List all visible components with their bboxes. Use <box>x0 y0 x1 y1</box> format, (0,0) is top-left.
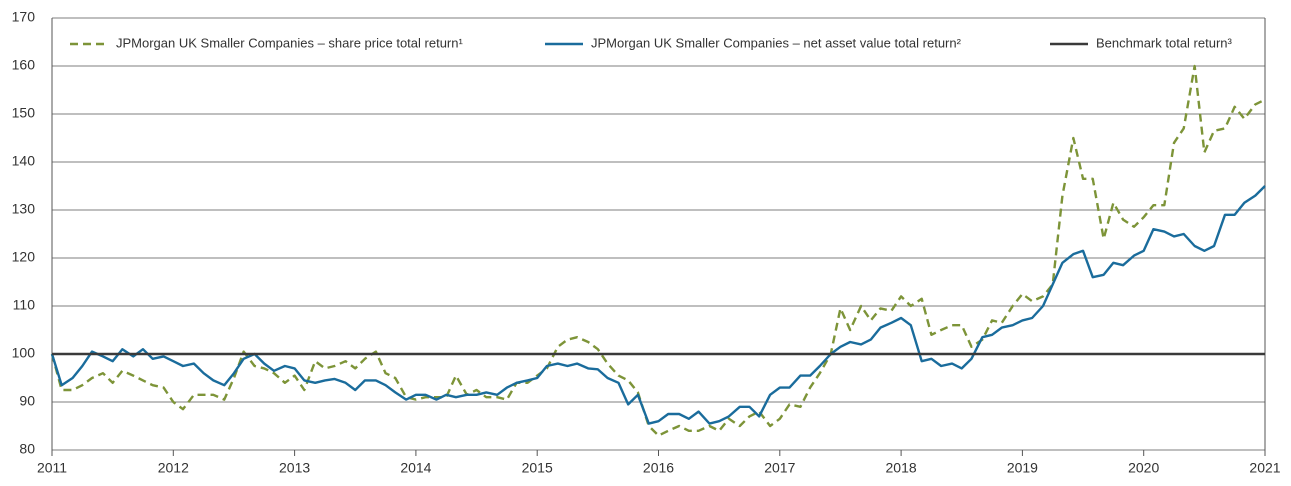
y-tick-label: 120 <box>12 249 36 265</box>
y-tick-label: 150 <box>12 105 36 121</box>
x-tick-label: 2011 <box>37 460 67 476</box>
x-tick-label: 2019 <box>1007 460 1038 476</box>
y-tick-label: 80 <box>19 441 35 457</box>
y-tick-label: 130 <box>12 201 36 217</box>
x-tick-label: 2021 <box>1249 460 1280 476</box>
y-tick-label: 100 <box>12 345 36 361</box>
x-tick-label: 2018 <box>886 460 917 476</box>
line-series <box>50 185 1266 425</box>
y-tick-label: 90 <box>19 393 35 409</box>
x-tick-label: 2012 <box>158 460 189 476</box>
x-tick-label: 2017 <box>764 460 795 476</box>
legend-label: JPMorgan UK Smaller Companies – net asse… <box>591 35 962 50</box>
x-tick-label: 2016 <box>643 460 674 476</box>
x-tick-label: 2020 <box>1128 460 1159 476</box>
legend-label: Benchmark total return³ <box>1096 35 1233 50</box>
legend-label: JPMorgan UK Smaller Companies – share pr… <box>116 35 463 50</box>
x-tick-label: 2015 <box>522 460 553 476</box>
y-tick-label: 140 <box>12 153 36 169</box>
y-tick-label: 160 <box>12 57 36 73</box>
x-tick-label: 2013 <box>279 460 310 476</box>
x-tick-label: 2014 <box>400 460 431 476</box>
y-tick-label: 170 <box>12 9 36 25</box>
y-tick-label: 110 <box>13 297 36 313</box>
line-series <box>50 64 1266 437</box>
